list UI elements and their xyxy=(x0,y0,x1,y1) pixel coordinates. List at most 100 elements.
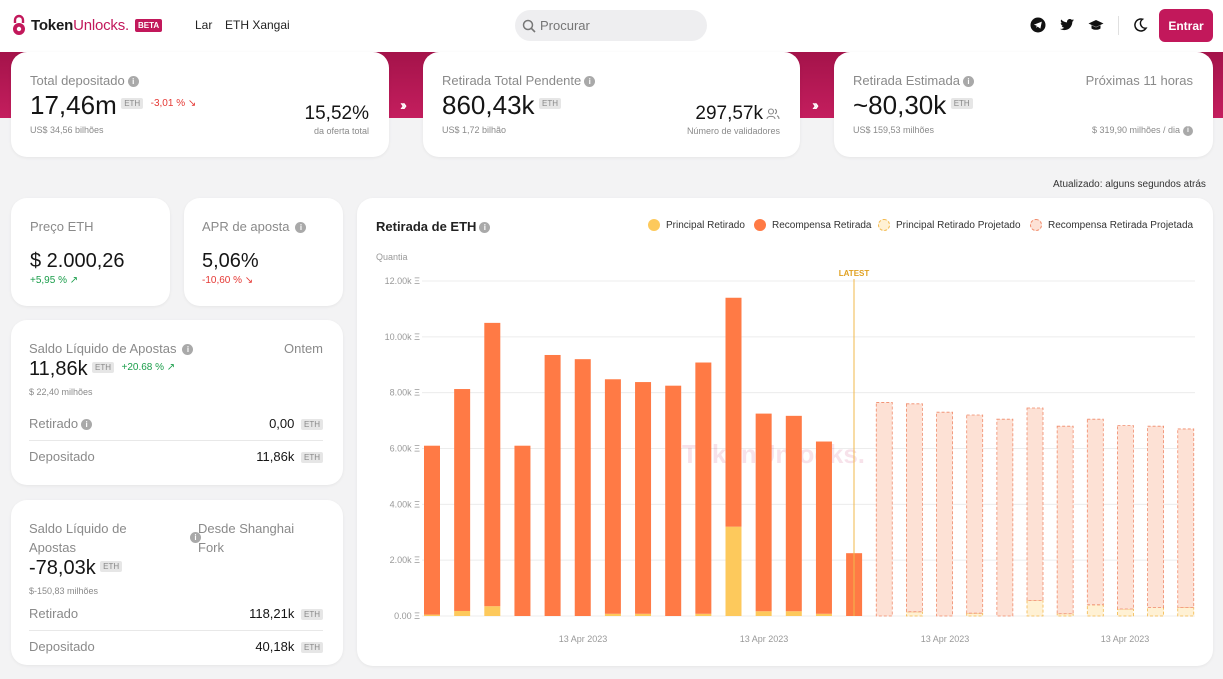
nav-link-home[interactable]: Lar xyxy=(195,18,213,32)
net-stake-since-period: Desde Shanghai Fork xyxy=(198,521,295,555)
total-deposited-value-row: 17,46m ETH -3,01 % ↘ xyxy=(30,90,196,121)
y-tick-label: 8.00k Ξ xyxy=(390,388,421,398)
y-tick-label: 6.00k Ξ xyxy=(390,444,421,454)
total-deposited-change: -3,01 % ↘ xyxy=(150,98,197,109)
telegram-icon[interactable] xyxy=(1030,17,1046,33)
staking-apr-card: APR de aposta i 5,06% -10,60 % ↘ xyxy=(184,198,343,306)
bar-reward-withdrawn[interactable] xyxy=(514,445,531,616)
total-deposited-value: 17,46m xyxy=(30,90,117,120)
pending-withdrawal-usd: US$ 1,72 bilhão xyxy=(442,125,507,135)
bar-reward-withdrawn[interactable] xyxy=(755,413,772,612)
info-icon[interactable]: i xyxy=(479,222,491,234)
nav-divider xyxy=(1118,16,1119,35)
bar-principal-projected[interactable] xyxy=(1177,607,1195,617)
bar-principal-withdrawn[interactable] xyxy=(755,611,772,616)
bar-reward-withdrawn[interactable] xyxy=(574,359,591,616)
net-stake-change: +20.68 % ↗ xyxy=(121,362,176,373)
pending-withdrawal-label: Retirada Total Pendente i xyxy=(442,73,596,88)
info-icon[interactable]: i xyxy=(584,76,596,88)
info-icon[interactable]: i xyxy=(190,532,201,543)
bar-reward-projected[interactable] xyxy=(996,418,1014,617)
bar-reward-withdrawn[interactable] xyxy=(454,389,471,611)
info-icon[interactable]: i xyxy=(295,222,307,234)
bar-principal-projected[interactable] xyxy=(1026,600,1044,617)
net-stake-since-value: -78,03k xyxy=(29,557,96,579)
bar-reward-withdrawn[interactable] xyxy=(635,382,652,614)
bar-reward-withdrawn[interactable] xyxy=(544,354,561,616)
net-stake-since-fork-card: Saldo Líquido de Apostas i Desde Shanghai… xyxy=(11,500,343,665)
twitter-icon[interactable] xyxy=(1059,17,1075,33)
legend-principal-projected[interactable]: Principal Retirado Projetado xyxy=(878,219,1021,231)
bar-reward-projected[interactable] xyxy=(966,414,984,614)
x-tick-label: 13 Apr 2023 xyxy=(559,634,608,644)
bar-reward-projected[interactable] xyxy=(1177,428,1195,609)
bar-principal-withdrawn[interactable] xyxy=(454,610,471,616)
search-bar[interactable] xyxy=(515,10,707,41)
net-stake-since-value-row: -78,03k ETH xyxy=(29,557,123,580)
search-input[interactable] xyxy=(540,18,690,33)
moon-icon[interactable] xyxy=(1132,17,1148,33)
bar-principal-projected[interactable] xyxy=(1117,608,1134,617)
net-stake-since-label: Saldo Líquido de Apostas xyxy=(29,521,127,555)
y-tick-label: 12.00k Ξ xyxy=(385,276,421,286)
info-icon[interactable]: i xyxy=(81,419,93,431)
bar-reward-projected[interactable] xyxy=(936,411,953,617)
eth-unit-badge: ETH xyxy=(92,362,115,373)
bar-principal-withdrawn[interactable] xyxy=(785,611,802,616)
bar-reward-withdrawn[interactable] xyxy=(604,379,621,614)
legend-reward-withdrawn[interactable]: Recompensa Retirada xyxy=(754,219,872,231)
bar-reward-withdrawn[interactable] xyxy=(785,415,802,612)
bar-principal-withdrawn[interactable] xyxy=(424,614,440,616)
bar-principal-withdrawn[interactable] xyxy=(695,613,712,616)
logo-text: TokenUnlocks. xyxy=(31,16,129,34)
eth-price-change: +5,95 % ↗ xyxy=(30,275,79,286)
bar-reward-projected[interactable] xyxy=(1056,425,1074,615)
legend-swatch xyxy=(648,219,660,231)
legend-reward-projected[interactable]: Recompensa Retirada Projetada xyxy=(1030,219,1193,231)
y-tick-label: 4.00k Ξ xyxy=(390,499,421,509)
y-tick-label: 2.00k Ξ xyxy=(390,555,421,565)
bar-principal-projected[interactable] xyxy=(1086,604,1104,617)
bar-reward-projected[interactable] xyxy=(875,402,893,617)
bar-reward-withdrawn[interactable] xyxy=(484,322,501,607)
logo[interactable]: TokenUnlocks. BETA xyxy=(11,14,163,36)
legend-swatch xyxy=(1030,219,1042,231)
chart-watermark: TokenUnlocks. xyxy=(682,439,865,469)
bar-reward-projected[interactable] xyxy=(1086,418,1104,606)
bar-principal-withdrawn[interactable] xyxy=(484,606,501,616)
bar-principal-projected[interactable] xyxy=(1147,607,1164,617)
login-button[interactable]: Entrar xyxy=(1159,9,1213,42)
bar-reward-withdrawn[interactable] xyxy=(424,445,440,615)
bar-reward-withdrawn[interactable] xyxy=(665,385,682,616)
legend-principal-withdrawn[interactable]: Principal Retirado xyxy=(648,219,745,231)
nav-link-eth-shanghai[interactable]: ETH Xangai xyxy=(225,18,290,32)
bar-principal-withdrawn[interactable] xyxy=(604,613,621,616)
bar-reward-withdrawn[interactable] xyxy=(695,362,712,614)
bar-reward-projected[interactable] xyxy=(906,403,923,613)
info-icon[interactable]: i xyxy=(962,76,974,88)
estimated-withdrawal-label: Retirada Estimada i xyxy=(853,73,974,88)
bar-reward-withdrawn[interactable] xyxy=(725,297,742,527)
bar-principal-withdrawn[interactable] xyxy=(815,613,832,616)
supply-share-value: 15,52% xyxy=(304,103,369,124)
info-icon[interactable]: i xyxy=(127,76,139,88)
bar-reward-withdrawn[interactable] xyxy=(815,441,832,614)
net-stake-period: Ontem xyxy=(283,341,323,356)
estimated-withdrawal-value-row: ~80,30k ETH xyxy=(853,90,973,121)
bar-principal-projected[interactable] xyxy=(906,611,923,617)
withdrawn-row-label: Retirado i xyxy=(29,416,93,431)
info-icon[interactable]: i xyxy=(182,344,194,356)
bar-reward-projected[interactable] xyxy=(1117,425,1134,610)
total-deposited-usd: US$ 34,56 bilhões xyxy=(30,125,104,135)
bar-principal-projected[interactable] xyxy=(966,612,984,617)
bar-reward-projected[interactable] xyxy=(1026,407,1044,602)
legend-swatch xyxy=(878,219,890,231)
info-icon[interactable]: i xyxy=(1183,125,1193,136)
bar-principal-withdrawn[interactable] xyxy=(635,613,652,616)
bar-reward-projected[interactable] xyxy=(1147,425,1164,609)
bar-principal-withdrawn[interactable] xyxy=(725,526,742,616)
eth-price-card: Preço ETH $ 2.000,26 +5,95 % ↗ xyxy=(11,198,170,306)
graduation-cap-icon[interactable] xyxy=(1088,17,1104,33)
staking-apr-value: 5,06% xyxy=(202,250,259,272)
estimated-withdrawal-card: Retirada Estimada i Próximas 11 horas ~80… xyxy=(834,52,1213,157)
